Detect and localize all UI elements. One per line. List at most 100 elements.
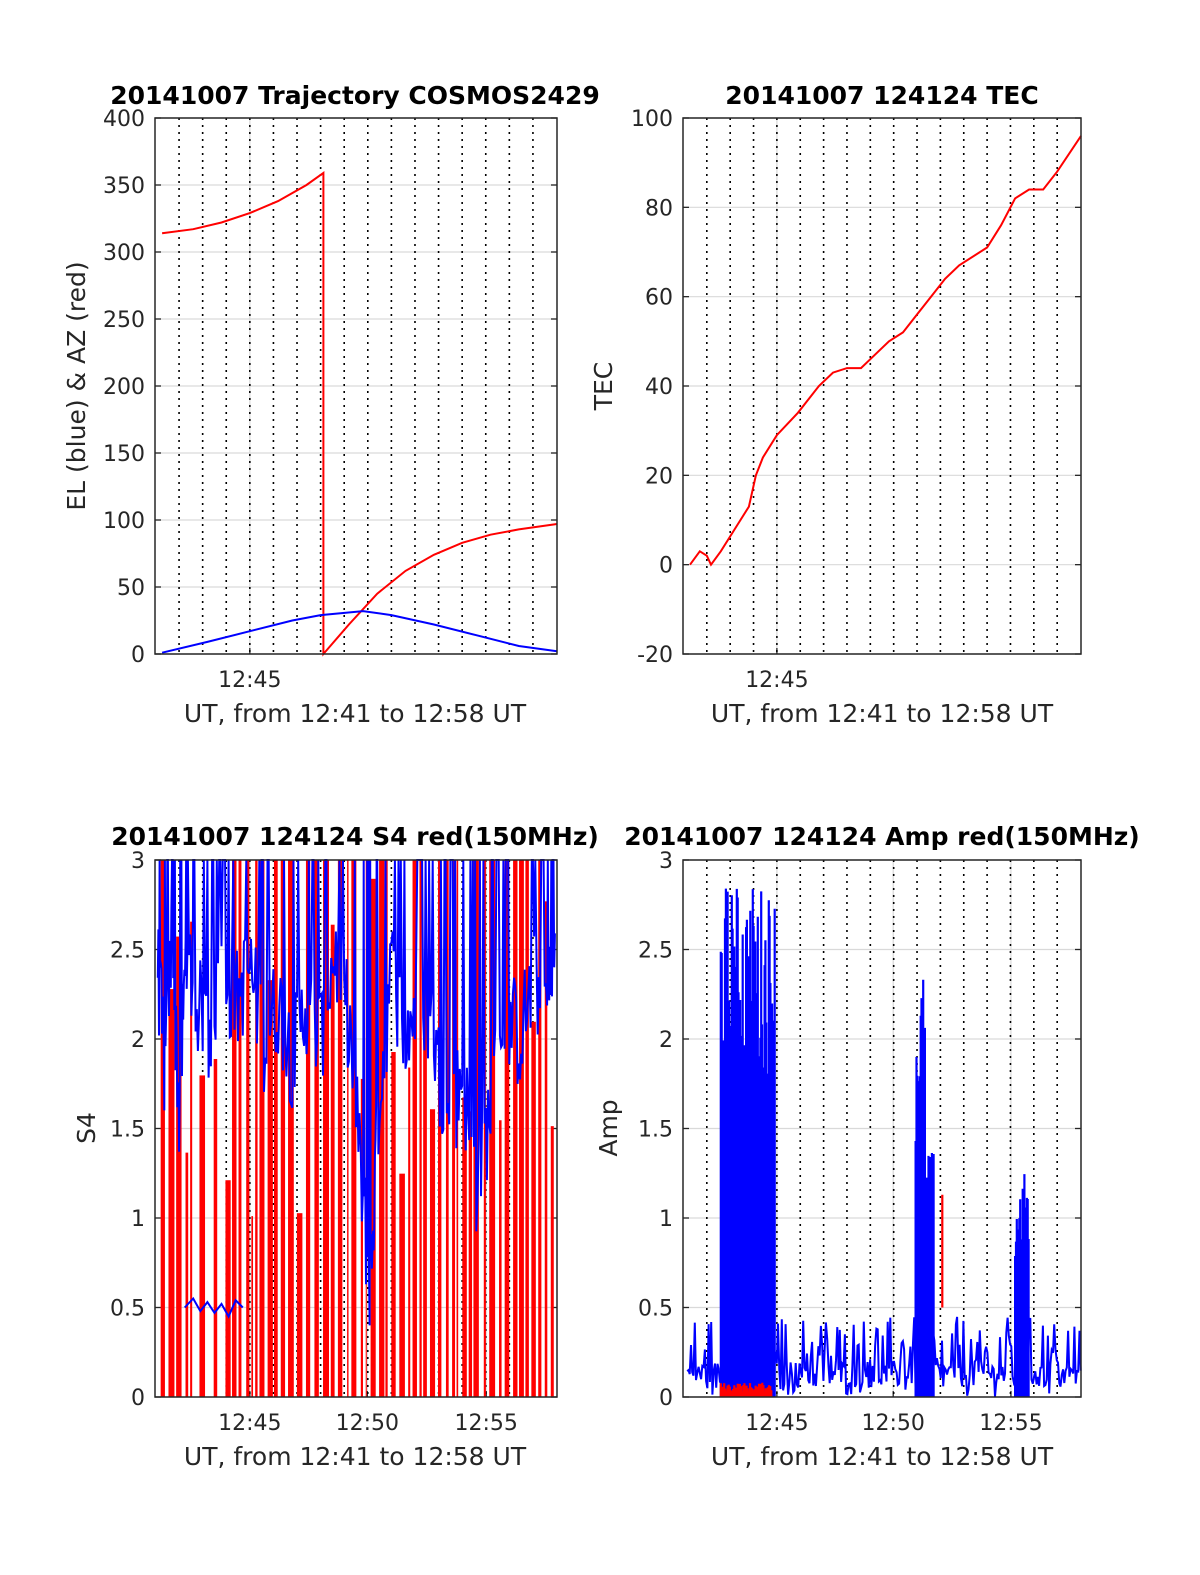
red-bar xyxy=(360,1078,363,1397)
red-bar xyxy=(391,1051,396,1397)
red-bar xyxy=(499,1120,502,1397)
red-bar xyxy=(538,860,542,1397)
y-tick-label: 20 xyxy=(645,464,673,489)
x-axis-label: UT, from 12:41 to 12:58 UT xyxy=(711,1442,1054,1471)
red-bar xyxy=(273,860,278,1397)
red-bar xyxy=(288,860,294,1397)
series-spikes xyxy=(925,1153,935,1397)
y-tick-label: 0 xyxy=(131,643,145,668)
red-bar xyxy=(399,1173,405,1397)
y-tick-label: 0 xyxy=(659,1386,673,1411)
y-tick-label: 40 xyxy=(645,375,673,400)
y-axis-label: Amp xyxy=(594,1099,623,1156)
x-tick-label: 12:55 xyxy=(455,1411,518,1436)
y-axis-label: EL (blue) & AZ (red) xyxy=(62,261,91,510)
red-bar xyxy=(468,1111,473,1397)
x-tick-label: 12:55 xyxy=(979,1411,1042,1436)
red-bar xyxy=(190,921,193,1397)
y-tick-label: 350 xyxy=(103,174,145,199)
y-tick-label: 150 xyxy=(103,442,145,467)
red-bar xyxy=(232,860,237,1397)
chart-title: 20141007 Trajectory COSMOS2429 xyxy=(110,81,600,110)
y-tick-label: 200 xyxy=(103,375,145,400)
red-bar xyxy=(379,860,385,1397)
y-tick-label: 1.5 xyxy=(110,1118,145,1143)
y-tick-label: 2 xyxy=(131,1028,145,1053)
panel-s4: 20141007 124124 S4 red(150MHz) UT, from … xyxy=(72,822,599,1471)
y-tick-label: 2 xyxy=(659,1028,673,1053)
red-bar xyxy=(185,1152,189,1397)
y-tick-label: 0.5 xyxy=(110,1297,145,1322)
x-tick-label: 12:45 xyxy=(218,668,281,693)
red-bar xyxy=(199,1075,206,1397)
red-bar xyxy=(168,989,175,1397)
x-tick-label: 12:45 xyxy=(218,1411,281,1436)
red-bar xyxy=(452,860,456,1397)
y-tick-label: 1 xyxy=(131,1207,145,1232)
red-bar xyxy=(160,860,165,1397)
chart-title: 20141007 124124 Amp red(150MHz) xyxy=(624,822,1140,851)
y-tick-label: 1 xyxy=(659,1207,673,1232)
panel-trajectory: 20141007 Trajectory COSMOS2429 UT, from … xyxy=(62,81,600,728)
y-tick-label: 0.5 xyxy=(638,1297,673,1322)
axes-box xyxy=(154,117,558,655)
red-bar xyxy=(513,860,518,1397)
chart-title: 20141007 124124 S4 red(150MHz) xyxy=(111,822,599,851)
red-bar xyxy=(323,860,330,1397)
red-bar xyxy=(445,860,449,1397)
red-bar xyxy=(176,936,182,1397)
panel-amp: 20141007 124124 Amp red(150MHz) UT, from… xyxy=(594,822,1140,1471)
series-line xyxy=(161,170,558,657)
y-axis-label: S4 xyxy=(72,1112,101,1144)
series-spikes xyxy=(719,888,776,1397)
red-bar xyxy=(280,860,286,1397)
red-bar xyxy=(525,860,529,1397)
red-bar xyxy=(423,979,427,1397)
y-tick-label: 1.5 xyxy=(638,1118,673,1143)
series-spikes xyxy=(1014,1174,1030,1397)
y-tick-label: 100 xyxy=(103,509,145,534)
y-tick-label: 300 xyxy=(103,241,145,266)
red-bar xyxy=(296,1213,303,1397)
chart-title: 20141007 124124 TEC xyxy=(725,81,1038,110)
red-bar xyxy=(419,860,422,1397)
panel-tec: 20141007 124124 TEC UT, from 12:41 to 12… xyxy=(589,81,1082,728)
x-axis-label: UT, from 12:41 to 12:58 UT xyxy=(711,699,1054,728)
red-bar xyxy=(251,1216,254,1397)
red-bar xyxy=(255,860,258,1397)
axes-box xyxy=(154,859,558,1398)
red-bar xyxy=(267,980,273,1397)
x-axis-label: UT, from 12:41 to 12:58 UT xyxy=(184,699,527,728)
y-tick-label: 80 xyxy=(645,196,673,221)
x-tick-label: 12:50 xyxy=(336,1411,399,1436)
red-bar xyxy=(550,1126,554,1397)
red-bar xyxy=(544,901,548,1397)
red-bar xyxy=(213,1058,218,1397)
axes-box xyxy=(682,117,1082,655)
y-tick-label: 100 xyxy=(631,107,673,132)
red-bar xyxy=(330,924,335,1397)
y-tick-label: 400 xyxy=(103,107,145,132)
red-bar xyxy=(225,1180,231,1397)
series-line xyxy=(719,1194,944,1397)
red-bar xyxy=(337,860,343,1397)
red-bar xyxy=(483,860,486,1397)
red-bar xyxy=(489,860,496,1397)
series-line xyxy=(156,859,556,1326)
y-tick-label: 250 xyxy=(103,308,145,333)
axes-box xyxy=(682,859,1082,1398)
series-line xyxy=(183,1296,244,1319)
y-tick-label: 2.5 xyxy=(110,939,145,964)
red-bar xyxy=(519,860,524,1397)
red-bar xyxy=(504,860,510,1397)
y-tick-label: 3 xyxy=(659,849,673,874)
red-bar xyxy=(246,860,250,1397)
y-tick-label: 60 xyxy=(645,286,673,311)
red-bar xyxy=(412,860,417,1397)
series-spikes xyxy=(914,979,926,1397)
red-bar xyxy=(314,860,319,1397)
y-tick-label: 50 xyxy=(117,576,145,601)
red-bar xyxy=(408,1067,411,1397)
y-tick-label: 3 xyxy=(131,849,145,874)
red-bar xyxy=(429,1109,436,1397)
